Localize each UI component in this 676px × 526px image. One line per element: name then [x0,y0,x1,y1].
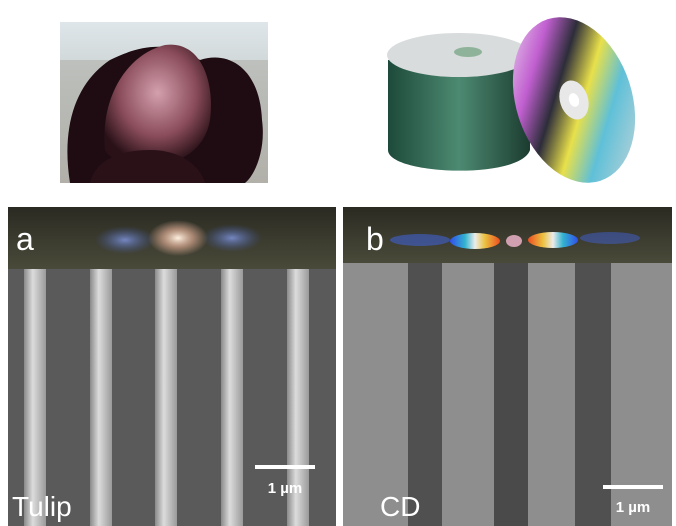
scale-bar-label: 1 µm [616,499,651,516]
cd-photo [387,1,655,199]
panel-letter: a [16,221,34,257]
panel-b [343,207,672,526]
tulip-photo [60,22,268,183]
panel-label: Tulip [12,491,72,522]
figure: a Tulip 1 µm b CD 1 µm [0,0,676,526]
scale-bar-label: 1 µm [268,480,303,497]
panel-letter: b [366,221,384,257]
panel-label: CD [380,491,420,522]
panel-a [8,207,336,526]
page: a Tulip 1 µm b CD 1 µm (() => { const da… [0,0,676,526]
